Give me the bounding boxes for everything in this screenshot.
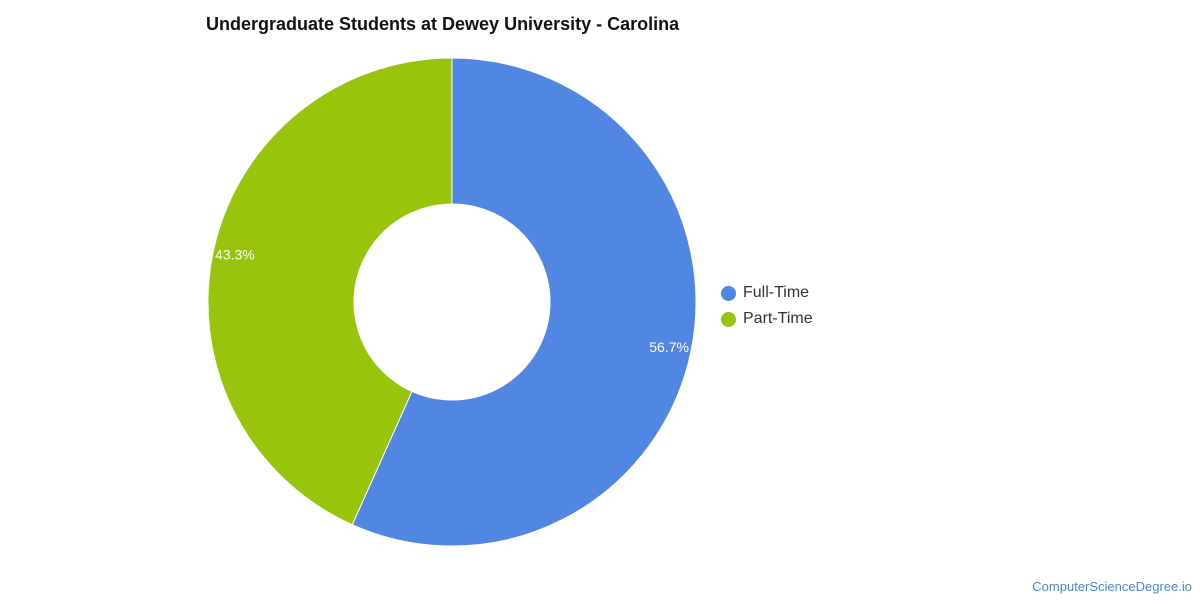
legend-label-full-time: Full-Time [743, 284, 810, 301]
chart-legend: Full-Time Part-Time [721, 280, 813, 332]
legend-swatch-part-time [721, 311, 736, 327]
legend-swatch-full-time [721, 285, 736, 301]
pie-slice-full-time[interactable] [351, 57, 697, 547]
chart-title: Undergraduate Students at Dewey Universi… [206, 14, 680, 34]
pie-slice-part-time[interactable] [207, 57, 453, 526]
legend-label-part-time: Part-Time [743, 310, 813, 327]
data-label-full-time: 56.7% [649, 339, 689, 355]
legend-item-full-time[interactable]: Full-Time [721, 280, 813, 306]
legend-item-part-time[interactable]: Part-Time [721, 306, 813, 332]
watermark-link[interactable]: ComputerScienceDegree.io [1032, 579, 1192, 594]
data-label-part-time: 43.3% [215, 246, 255, 262]
